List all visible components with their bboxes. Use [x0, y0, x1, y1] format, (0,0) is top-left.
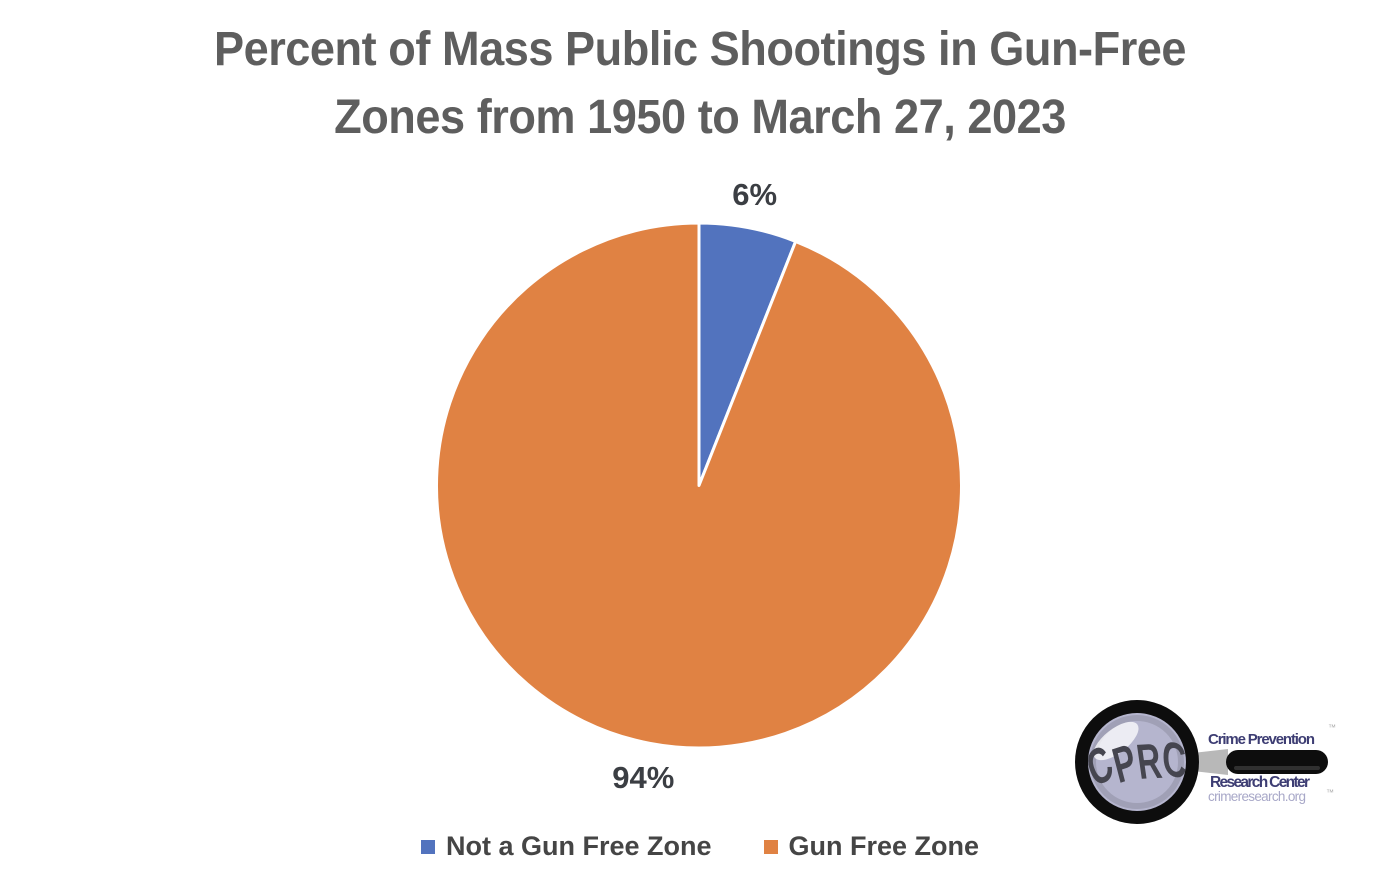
chart-legend: Not a Gun Free Zone Gun Free Zone [0, 831, 1400, 862]
trademark-symbol: ™ [1326, 788, 1334, 797]
logo-text-website: crimeresearch.org [1208, 789, 1306, 804]
legend-item-not-gun-free-zone: Not a Gun Free Zone [420, 831, 712, 862]
logo-text-research-center: Research Center [1210, 774, 1310, 791]
chart-title: Percent of Mass Public Shootings in Gun-… [42, 16, 1358, 152]
trademark-symbol: ™ [1328, 723, 1336, 732]
lens-inner-shadow [1090, 715, 1184, 809]
cprc-logo: CPRC Crime Prevention ™ Research Center … [1070, 692, 1350, 832]
pie-slice-1 [435, 221, 963, 750]
logo-text-crime-prevention: Crime Prevention [1208, 731, 1315, 748]
lens-glare [1093, 721, 1139, 761]
legend-swatch-orange-icon [763, 839, 778, 854]
magnifier-handle-highlight [1234, 766, 1320, 770]
legend-label: Not a Gun Free Zone [445, 831, 712, 861]
magnifying-glass-logo-icon: CPRC Crime Prevention ™ Research Center … [1075, 700, 1336, 824]
magnifier-handle [1226, 750, 1328, 774]
legend-label: Gun Free Zone [788, 831, 980, 861]
pie-data-label-1: 94% [612, 760, 674, 795]
chart-title-line-2: Zones from 1950 to March 27, 2023 [334, 91, 1066, 144]
pie-data-label-0: 6% [732, 177, 777, 212]
legend-swatch-blue-icon [420, 839, 435, 854]
chart-title-line-1: Percent of Mass Public Shootings in Gun-… [213, 23, 1187, 76]
legend-item-gun-free-zone: Gun Free Zone [763, 831, 980, 862]
